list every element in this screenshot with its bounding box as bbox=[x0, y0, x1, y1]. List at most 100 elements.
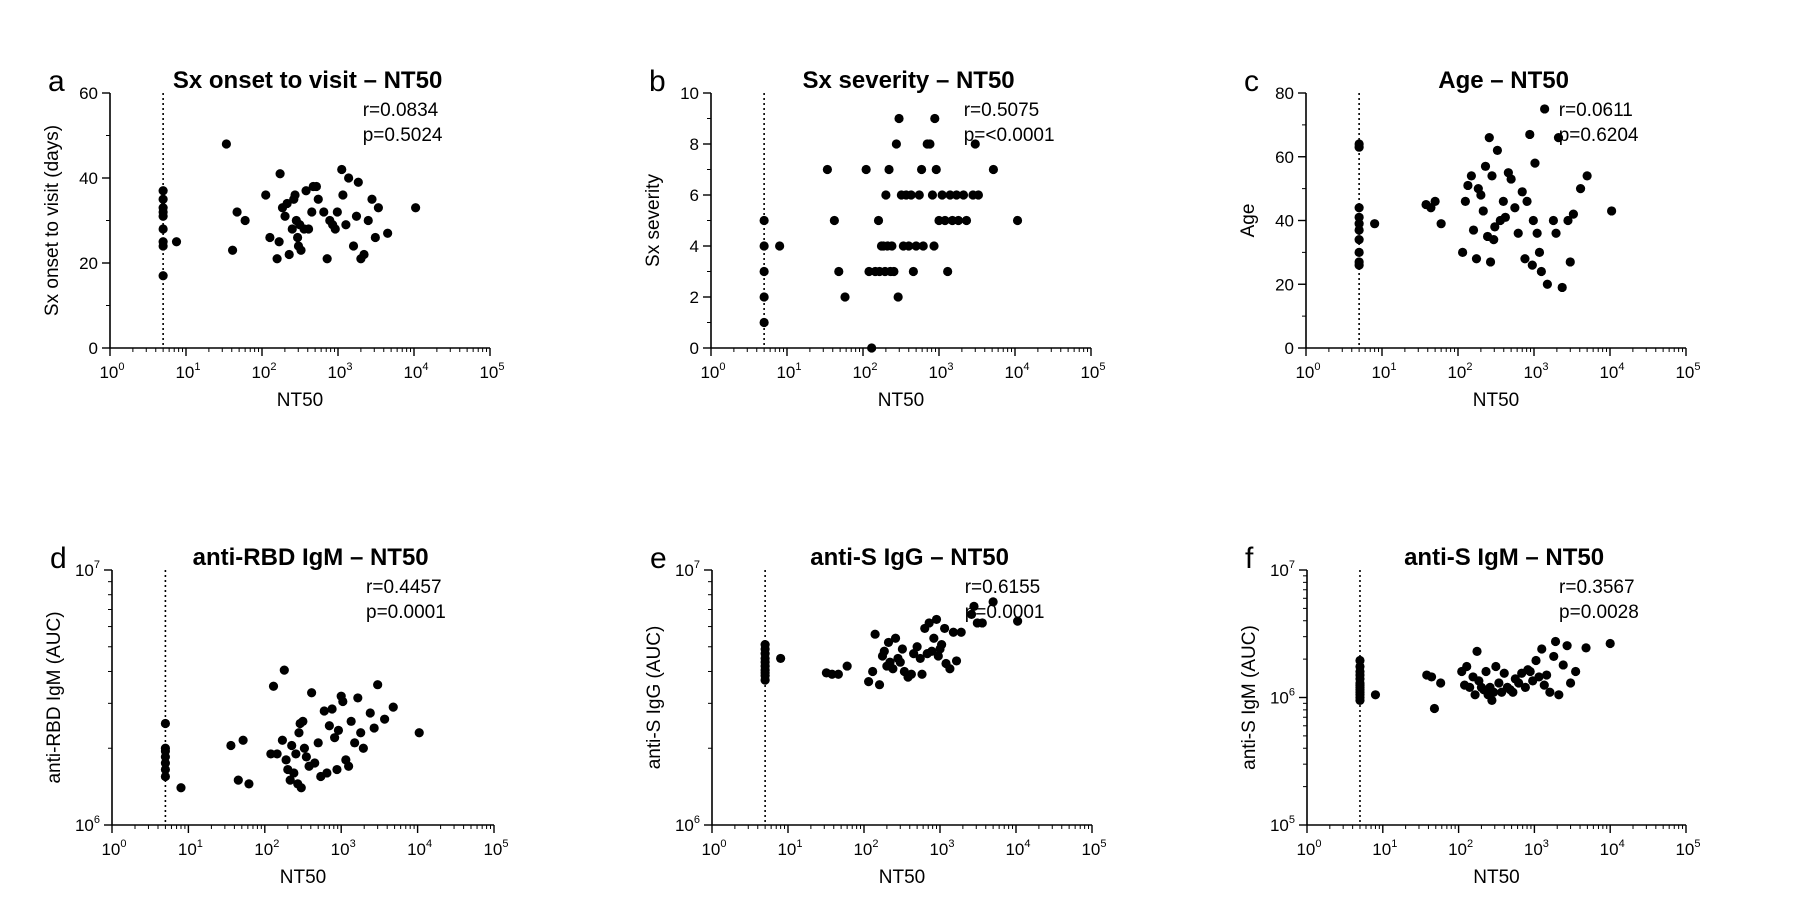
data-point bbox=[1485, 257, 1496, 267]
data-point bbox=[1462, 661, 1472, 672]
data-point bbox=[261, 190, 271, 200]
data-point bbox=[330, 733, 340, 743]
panel-letter: a bbox=[48, 65, 65, 98]
data-point bbox=[1354, 235, 1364, 245]
data-point bbox=[289, 768, 299, 778]
y-tick-label: 60 bbox=[1275, 148, 1294, 167]
data-point bbox=[1565, 257, 1575, 267]
data-point bbox=[1478, 206, 1488, 216]
data-point bbox=[160, 718, 171, 729]
data-point bbox=[948, 627, 958, 637]
x-tick-label: 102 bbox=[853, 838, 878, 859]
data-point bbox=[1463, 180, 1473, 191]
x-tick-label: 100 bbox=[101, 838, 126, 859]
data-point bbox=[350, 738, 360, 748]
data-point bbox=[333, 725, 344, 735]
data-point bbox=[341, 220, 351, 230]
data-point bbox=[311, 181, 322, 192]
data-point bbox=[956, 627, 966, 637]
data-point bbox=[1571, 666, 1581, 677]
data-point bbox=[1532, 228, 1542, 238]
data-point bbox=[1539, 680, 1549, 690]
data-point bbox=[1430, 196, 1440, 206]
panel-letter: d bbox=[50, 542, 67, 575]
data-point bbox=[951, 190, 962, 200]
data-point bbox=[158, 237, 168, 247]
x-tick-label: 103 bbox=[331, 838, 356, 859]
data-point bbox=[970, 139, 980, 149]
data-point bbox=[1355, 655, 1365, 666]
data-point bbox=[945, 664, 955, 674]
y-axis-label: anti-S IgG (AUC) bbox=[644, 626, 665, 770]
data-point bbox=[279, 665, 289, 675]
correlation-p: p=0.0001 bbox=[366, 602, 446, 623]
data-point bbox=[937, 639, 947, 650]
data-point bbox=[344, 761, 354, 771]
y-tick-label: 2 bbox=[690, 288, 699, 307]
x-tick-label: 100 bbox=[1296, 838, 1321, 859]
x-tick-label: 101 bbox=[1371, 361, 1396, 382]
y-tick-label: 107 bbox=[675, 559, 700, 580]
panel-c: c Age – NT50 100 101 102 103 104 105 0 20 40 60 80 NT… bbox=[1238, 65, 1701, 411]
data-point bbox=[1466, 171, 1476, 181]
data-point bbox=[842, 661, 852, 671]
data-point bbox=[158, 186, 168, 196]
data-point bbox=[775, 241, 785, 251]
data-point bbox=[240, 215, 250, 226]
data-point bbox=[914, 190, 924, 200]
x-tick-label: 104 bbox=[1599, 361, 1624, 382]
data-point bbox=[874, 680, 885, 690]
data-point bbox=[1605, 638, 1615, 649]
data-point bbox=[930, 113, 940, 124]
y-tick-label: 10 bbox=[680, 84, 699, 103]
data-point bbox=[1537, 644, 1547, 654]
data-point bbox=[917, 669, 927, 679]
data-point bbox=[176, 783, 186, 793]
y-tick-label: 60 bbox=[79, 84, 98, 103]
x-tick-label: 103 bbox=[1523, 361, 1548, 382]
panel-letter: b bbox=[649, 65, 666, 98]
data-point bbox=[1514, 678, 1524, 688]
data-point bbox=[348, 241, 359, 251]
data-point bbox=[1557, 282, 1567, 293]
x-tick-label: 104 bbox=[407, 838, 432, 859]
data-point bbox=[883, 637, 894, 648]
y-tick-label: 0 bbox=[89, 339, 98, 358]
data-point bbox=[244, 779, 254, 789]
data-point bbox=[884, 164, 894, 175]
data-point bbox=[383, 228, 393, 238]
data-point bbox=[275, 169, 285, 179]
data-point bbox=[171, 237, 182, 247]
data-point bbox=[916, 164, 927, 175]
x-tick-label: 102 bbox=[1447, 361, 1472, 382]
data-point bbox=[1550, 636, 1561, 647]
data-point bbox=[299, 743, 310, 753]
data-point bbox=[322, 254, 332, 264]
data-point bbox=[1562, 641, 1572, 651]
data-point bbox=[274, 237, 284, 247]
y-tick-label: 106 bbox=[675, 814, 700, 835]
data-point bbox=[1476, 190, 1486, 200]
data-point bbox=[1492, 145, 1503, 155]
data-point bbox=[1554, 690, 1564, 700]
x-tick-label: 103 bbox=[928, 361, 953, 382]
chart-title: Age – NT50 bbox=[1438, 67, 1569, 94]
data-point bbox=[221, 139, 231, 149]
data-point bbox=[1465, 682, 1475, 693]
data-point bbox=[911, 241, 921, 251]
data-point bbox=[925, 139, 935, 149]
y-tick-label: 0 bbox=[1285, 339, 1294, 358]
data-point bbox=[881, 190, 891, 200]
data-point bbox=[284, 249, 294, 260]
y-tick-label: 105 bbox=[1270, 814, 1295, 835]
data-point bbox=[759, 317, 769, 328]
panel-d: d anti-RBD IgM – NT50 100 101 102 103 104 105 10… bbox=[44, 542, 509, 888]
data-point bbox=[1534, 247, 1545, 257]
data-point bbox=[338, 190, 348, 200]
data-point bbox=[833, 669, 843, 679]
data-point bbox=[1426, 672, 1437, 682]
data-point bbox=[1527, 260, 1537, 270]
correlation-p: p=<0.0001 bbox=[964, 125, 1055, 146]
data-point bbox=[324, 721, 334, 731]
